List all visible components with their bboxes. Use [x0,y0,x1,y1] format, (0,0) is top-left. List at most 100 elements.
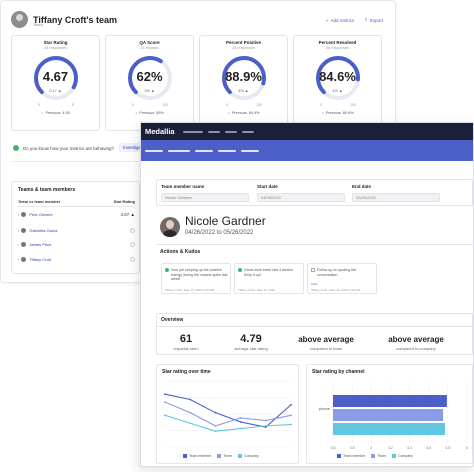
legend-swatch [371,454,376,458]
sub-nav-item[interactable] [168,149,190,152]
overview-label: compared to team [309,346,343,351]
kudo-meta: Tiffany Croft • May 16, 2022 4:30 PM [165,288,215,292]
column-header-member[interactable]: Team or team member [18,199,61,204]
overview-label: requests seen [173,346,199,351]
plus-icon: + [325,17,329,23]
check-icon [238,268,242,272]
overview-value: 4.79 [240,333,262,345]
chevron-right-icon[interactable]: › [18,257,20,262]
legend-item: Team [217,454,232,458]
chart-title: Star rating by channel [312,369,365,375]
bar-team-member [333,395,447,407]
metric-card-title: Percent Positive [225,40,261,45]
divider [156,326,473,327]
table-row[interactable]: › Gabriella Garza [18,228,135,233]
tick-label: 3.6 [331,446,336,450]
data-point [264,426,267,429]
check-icon [165,268,169,272]
avatar [21,212,27,217]
kudo-text: Great work these last 4 weeks! Keep it u… [244,268,294,277]
member-detail-window: Medallia Team member name Nicole Gardner… [140,122,474,467]
sub-nav-item[interactable] [195,149,213,152]
tick-label: 4.2 [388,446,393,450]
table-row[interactable]: › Pete Gilmore 4.67 ▲ [18,212,135,217]
overview-value: 61 [179,333,193,345]
metrics-hint: Do you know how your metrics are behavin… [13,145,114,151]
table-row[interactable]: › Tiffany Croft [18,257,135,262]
sub-nav-item[interactable] [241,149,259,152]
add-metrics-link[interactable]: + Add metrics [325,17,355,23]
series-line-team [164,401,292,427]
chevron-right-icon[interactable]: › [18,242,20,247]
kudo-card[interactable]: Great work these last 4 weeks! Keep it u… [234,263,304,294]
kudos-title: Actions & Kudos [160,249,201,255]
legend-swatch [337,454,341,458]
legend-swatch [217,454,222,458]
table-row[interactable]: › James Price [18,242,135,247]
line-chart-plot [164,380,292,448]
empty-indicator [130,257,135,262]
column-header-rating[interactable]: Star Rating [113,199,135,204]
export-icon: ⇪ [364,17,368,22]
tick-label: 5 [466,446,468,450]
chevron-right-icon[interactable]: › [18,212,20,217]
team-members-panel: Teams & team members Team or team member… [11,181,140,274]
bar-chart-plot: 3.6 3.8 4 4.2 4.4 4.6 4.8 5 phone [319,381,468,450]
sub-nav-item[interactable] [145,149,163,152]
metric-card-percent-positive[interactable]: Percent Positive 28 responses 88.9% 4% ▲… [199,35,288,131]
member-name-label: Team member name [161,184,205,189]
tick-label: 4.6 [426,446,431,450]
sub-nav-item[interactable] [218,149,236,152]
chevron-right-icon[interactable]: › [18,228,20,233]
legend-item: Team member [337,454,365,458]
team-header: Tiffany Croft's team [11,11,117,28]
rating-value: 4.67 ▲ [120,212,135,217]
date-range: 04/26/2022 to 05/26/2022 [185,230,254,236]
tick-label: 4 [370,446,372,450]
nav-item[interactable] [241,130,254,133]
metric-delta: 4% ▲ [238,89,249,93]
metric-delta: 0.17 ▲ [49,89,62,93]
avatar [11,11,28,28]
action-card[interactable]: Follow up on quoting the conversation To… [307,263,377,294]
start-date-field[interactable]: 04/26/2022 [257,193,345,202]
gauge-ring [128,56,172,100]
page-title: Tiffany Croft's team [33,14,117,25]
end-date-field[interactable]: 05/26/2022 [352,193,440,202]
kudo-meta: Tiffany Croft • May 16, 2022 [238,288,276,292]
chart-legend: Team member Team Company [337,454,413,458]
data-point [239,417,242,419]
nav-item[interactable] [182,130,203,133]
export-link[interactable]: ⇪ Export [364,17,383,23]
metric-value: 84.6% [319,69,356,84]
brand-logo[interactable]: Medallia [145,127,175,136]
checkbox[interactable] [311,268,315,272]
metric-value: 4.67 [42,69,69,84]
investigate-button[interactable]: Investigate [119,143,149,152]
bar-company [333,423,445,435]
metric-card-title: QA Score [139,40,160,45]
nav-item[interactable] [224,130,237,133]
page-subtitle: Team [33,22,43,27]
gauge-ring [222,56,266,100]
metric-card-subtitle: 14 reviews [140,46,159,50]
data-point [264,419,267,422]
chart-legend: Team member Team Company [183,454,259,458]
metric-delta: 4% ▲ [332,89,343,93]
overview-panel [156,313,473,355]
tick-label: 4.8 [445,446,450,450]
nav-item[interactable] [207,130,220,133]
kudo-text: Your job keeping up the positive energy … [171,268,228,282]
metric-card-subtitle: 28 responses [44,46,67,50]
divider [156,244,473,245]
metric-card-percent-resolved[interactable]: Percent Resolved 28 responses 84.6% 4% ▲… [293,35,382,131]
metric-previous: Previous: 84.9% [200,111,287,115]
kudo-card[interactable]: Your job keeping up the positive energy … [161,263,231,294]
member-name-field[interactable]: Nicole Gardner [161,193,249,202]
metric-value: 62% [136,69,163,84]
data-point [239,427,242,430]
filter-fields [156,179,473,206]
